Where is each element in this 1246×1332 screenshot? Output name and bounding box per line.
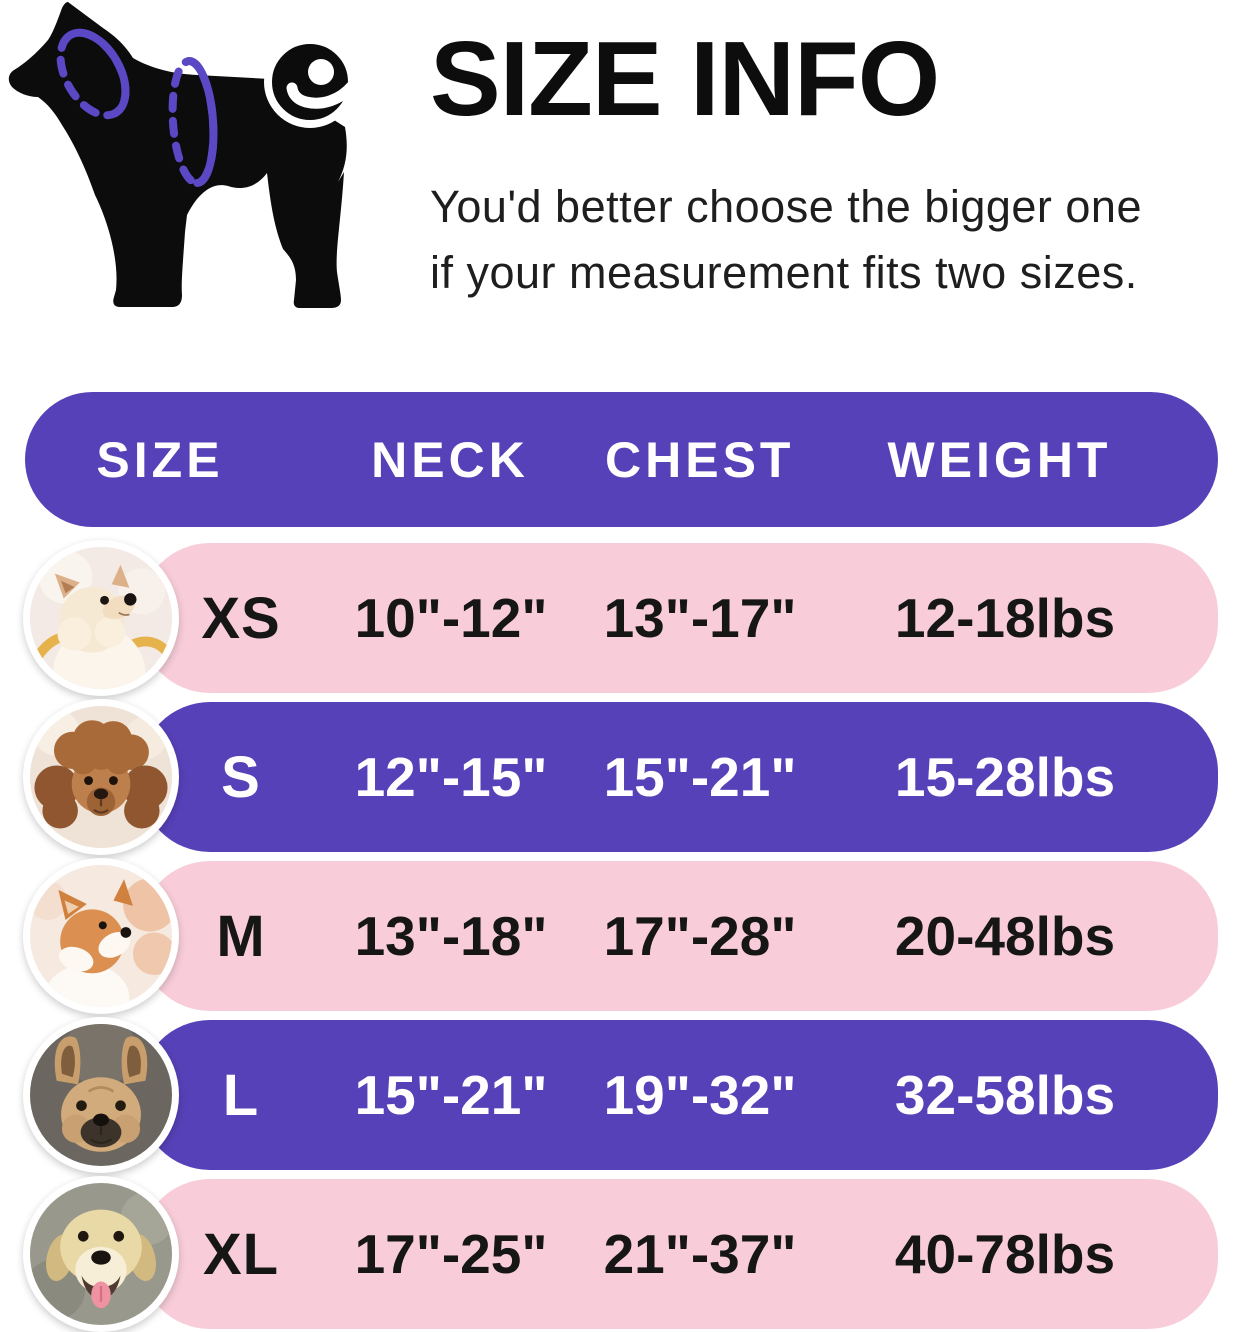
weight-cell: 12-18lbs — [894, 587, 1116, 649]
neck-cell: 10"-12" — [354, 587, 548, 649]
header-neck: NECK — [371, 431, 529, 488]
neck-cell: 12"-15" — [354, 746, 548, 808]
subtitle-line-2: if your measurement fits two sizes. — [430, 247, 1138, 299]
labrador-photo — [23, 1176, 179, 1332]
size-chart-table: SIZE NECK CHEST WEIGHT XS 10"-12" 13"-17… — [0, 392, 1246, 1332]
page-title: SIZE INFO — [430, 20, 940, 138]
neck-cell: 13"-18" — [354, 905, 548, 967]
row-xl-band: XL 17"-25" 21"-37" 40-78lbs — [140, 1179, 1218, 1329]
hero-text-block: SIZE INFO You'd better choose the bigger… — [430, 26, 1220, 306]
row-xs-band: XS 10"-12" 13"-17" 12-18lbs — [140, 543, 1218, 693]
size-cell: XL — [202, 1221, 280, 1287]
subtitle-line-1: You'd better choose the bigger one — [430, 181, 1142, 232]
neck-cell: 15"-21" — [354, 1064, 548, 1126]
weight-cell: 20-48lbs — [894, 905, 1116, 967]
row-xl: XL 17"-25" 21"-37" 40-78lbs — [23, 1176, 1218, 1332]
pomeranian-photo — [23, 540, 179, 696]
chest-measure-ring-icon — [168, 57, 218, 187]
row-xs: XS 10"-12" 13"-17" 12-18lbs — [23, 540, 1218, 696]
header-size: SIZE — [96, 431, 224, 488]
size-cell: XS — [201, 585, 281, 651]
weight-cell: 15-28lbs — [894, 746, 1116, 808]
row-m-band: M 13"-18" 17"-28" 20-48lbs — [140, 861, 1218, 1011]
french-bulldog-photo — [23, 1017, 179, 1173]
dog-silhouette-icon — [8, 2, 358, 308]
chest-cell: 15"-21" — [603, 746, 797, 808]
shiba-inu-photo — [23, 858, 179, 1014]
row-m: M 13"-18" 17"-28" 20-48lbs — [23, 858, 1218, 1014]
chest-cell: 19"-32" — [603, 1064, 797, 1126]
size-cell: M — [216, 903, 266, 969]
chest-cell: 21"-37" — [603, 1223, 797, 1285]
weight-cell: 32-58lbs — [894, 1064, 1116, 1126]
chest-cell: 17"-28" — [603, 905, 797, 967]
hero-section: SIZE INFO You'd better choose the bigger… — [0, 0, 1246, 392]
table-header-row: SIZE NECK CHEST WEIGHT — [25, 392, 1218, 527]
neck-cell: 17"-25" — [354, 1223, 548, 1285]
page-subtitle: You'd better choose the bigger one if yo… — [430, 174, 1220, 306]
header-chest: CHEST — [605, 431, 795, 488]
size-cell: L — [222, 1062, 260, 1128]
row-l-band: L 15"-21" 19"-32" 32-58lbs — [140, 1020, 1218, 1170]
row-s-band: S 12"-15" 15"-21" 15-28lbs — [140, 702, 1218, 852]
neck-measure-ring-icon — [56, 28, 130, 120]
chest-cell: 13"-17" — [603, 587, 797, 649]
poodle-photo — [23, 699, 179, 855]
size-cell: S — [221, 744, 261, 810]
row-l: L 15"-21" 19"-32" 32-58lbs — [23, 1017, 1218, 1173]
row-s: S 12"-15" 15"-21" 15-28lbs — [23, 699, 1218, 855]
weight-cell: 40-78lbs — [894, 1223, 1116, 1285]
header-weight: WEIGHT — [887, 431, 1112, 488]
